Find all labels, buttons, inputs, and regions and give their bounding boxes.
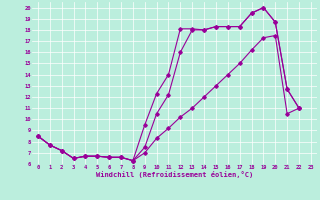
X-axis label: Windchill (Refroidissement éolien,°C): Windchill (Refroidissement éolien,°C) bbox=[96, 171, 253, 178]
